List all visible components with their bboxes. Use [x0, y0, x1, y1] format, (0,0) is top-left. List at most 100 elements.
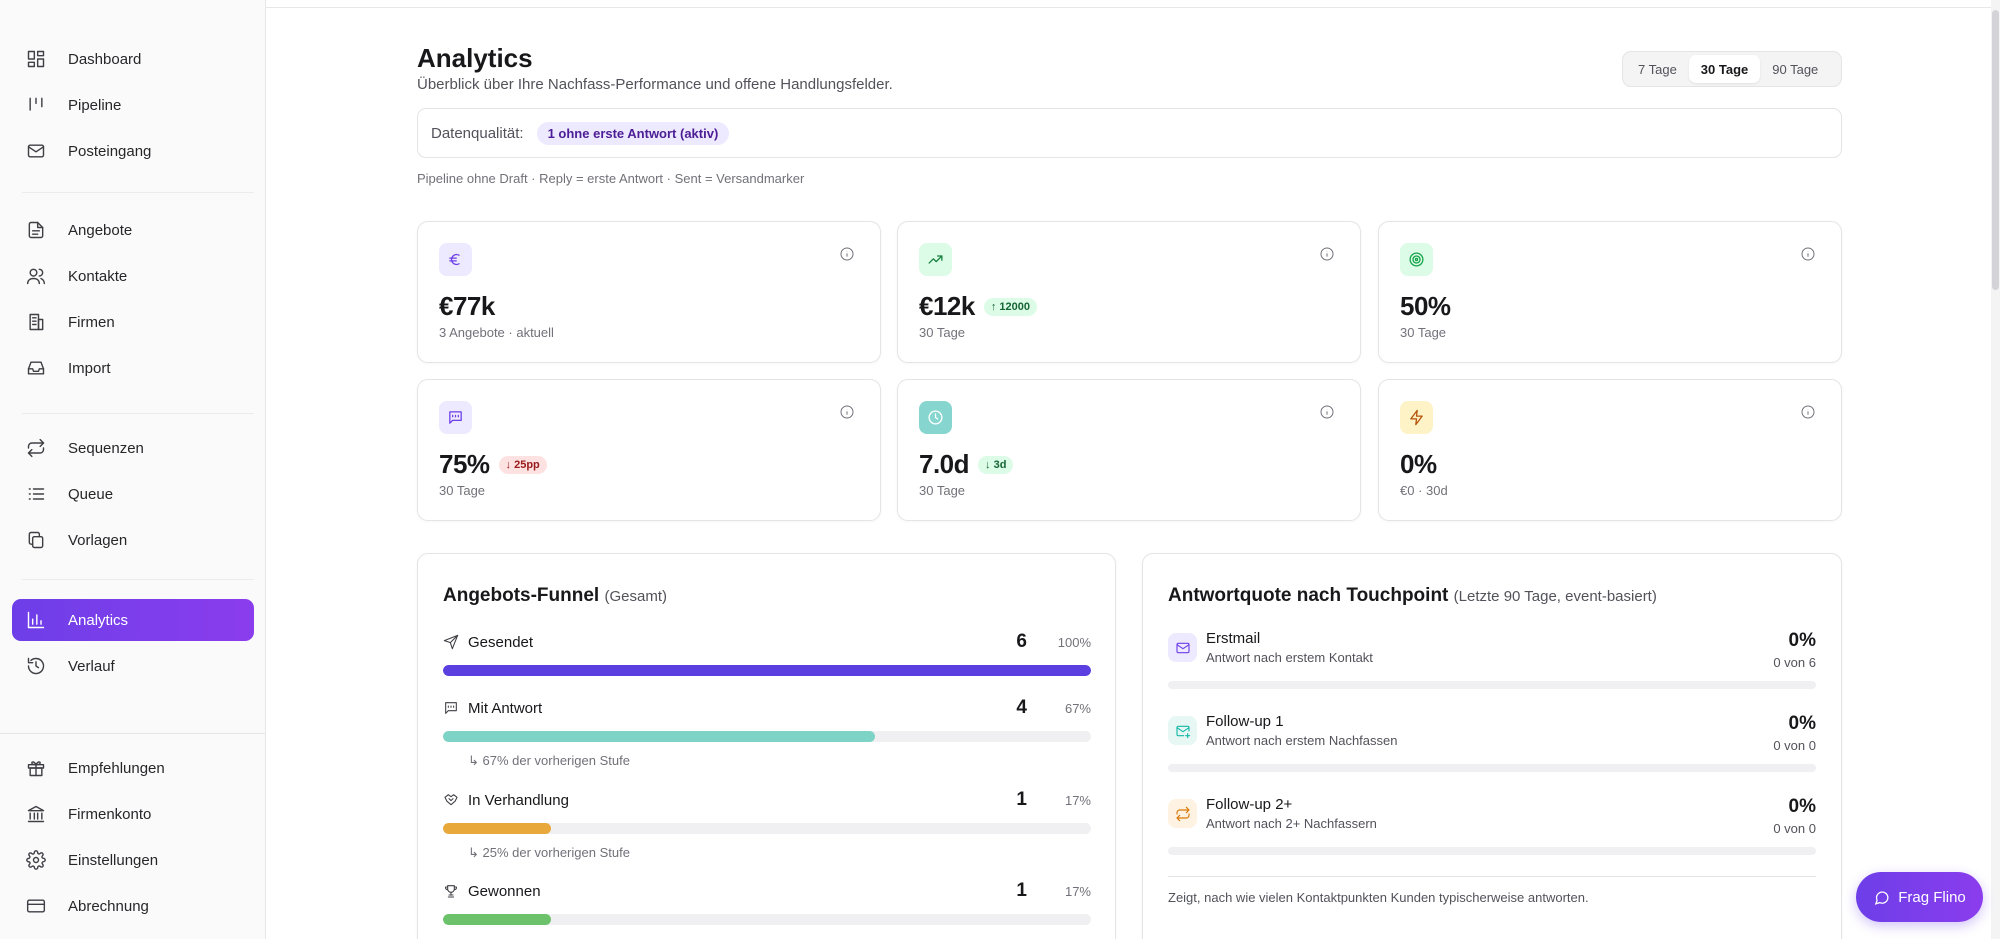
sidebar-item-label: Analytics	[68, 611, 129, 629]
sidebar-item-abrechnung[interactable]: Abrechnung	[12, 885, 254, 927]
sidebar-item-dashboard[interactable]: Dashboard	[12, 38, 254, 80]
stage-bar-fill	[443, 665, 1091, 676]
sidebar-item-import[interactable]: Import	[12, 347, 254, 389]
kpi-caption: 30 Tage	[439, 483, 486, 498]
sidebar-item-label: Queue	[68, 485, 114, 503]
data-quality-bar: Datenqualität: 1 ohne erste Antwort (akt…	[417, 108, 1842, 158]
pipeline-icon	[25, 94, 47, 116]
sidebar-item-label: Posteingang	[68, 142, 152, 160]
kpi-value: €77k	[439, 291, 495, 321]
chat-icon	[1875, 890, 1889, 905]
kpi-card-conversion: 0% €0 · 30d	[1378, 379, 1842, 521]
kpi-value: €12k	[919, 291, 975, 321]
sidebar-item-pipeline[interactable]: Pipeline	[12, 84, 254, 126]
kpi-card-pipeline-value: €77k 3 Angebote · aktuell	[417, 221, 881, 363]
funnel-title: Angebots-Funnel (Gesamt)	[443, 585, 667, 606]
definitions-note: Pipeline ohne Draft · Reply = erste Antw…	[417, 171, 805, 186]
nav-group-account: Empfehlungen Firmenkonto Einstellungen A…	[12, 747, 254, 931]
stage-count: 4	[1016, 697, 1027, 718]
kpi-card-reply-rate: 75% ↓ 25pp 30 Tage	[417, 379, 881, 521]
handshake-icon	[443, 792, 459, 808]
target-icon	[1400, 243, 1433, 276]
sidebar-divider	[22, 192, 254, 193]
stage-count: 6	[1016, 631, 1027, 652]
mail-icon	[1168, 633, 1197, 662]
stage-percent: 17%	[1064, 792, 1091, 808]
sidebar-item-verlauf[interactable]: Verlauf	[12, 645, 254, 687]
touchpoint-divider	[1168, 876, 1816, 877]
info-icon[interactable]	[1800, 404, 1816, 420]
sidebar-item-label: Empfehlungen	[68, 759, 165, 777]
stage-percent: 100%	[1057, 634, 1091, 650]
range-7-days[interactable]: 7 Tage	[1638, 61, 1677, 77]
kpi-value: 7.0d	[919, 449, 970, 479]
info-icon[interactable]	[1319, 246, 1335, 262]
bolt-icon	[1400, 401, 1433, 434]
sidebar-item-label: Abrechnung	[68, 897, 149, 915]
users-icon	[25, 265, 47, 287]
stage-bar-track	[443, 823, 1091, 834]
touchpoint-row-follow-up-1: Follow-up 1 Antwort nach erstem Nachfass…	[1168, 713, 1816, 772]
stage-conversion-note: ↳ 67% der vorherigen Stufe	[468, 753, 630, 768]
sidebar-item-empfehlungen[interactable]: Empfehlungen	[12, 747, 254, 789]
kpi-value: 0%	[1400, 449, 1437, 479]
sidebar-item-queue[interactable]: Queue	[12, 473, 254, 515]
kpi-delta-badge: ↓ 25pp	[498, 455, 547, 474]
touchpoint-title: Antwortquote nach Touchpoint (Letzte 90 …	[1168, 585, 1657, 606]
touchpoint-description: Antwort nach erstem Nachfassen	[1206, 733, 1398, 748]
sidebar-item-label: Firmenkonto	[68, 805, 152, 823]
sidebar-item-angebote[interactable]: Angebote	[12, 209, 254, 251]
sidebar-item-kontakte[interactable]: Kontakte	[12, 255, 254, 297]
sidebar-item-label: Vorlagen	[68, 531, 128, 549]
repeat-icon	[1168, 799, 1197, 828]
history-icon	[25, 655, 47, 677]
data-quality-badge[interactable]: 1 ohne erste Antwort (aktiv)	[536, 121, 730, 145]
sidebar-item-firmen[interactable]: Firmen	[12, 301, 254, 343]
touchpoint-description: Antwort nach 2+ Nachfassern	[1206, 816, 1377, 831]
sidebar-item-posteingang[interactable]: Posteingang	[12, 130, 254, 172]
stage-bar-track	[443, 731, 1091, 742]
funnel-stage-replied: Mit Antwort 4 67% ↳ 67% der vorherigen S…	[443, 696, 1091, 769]
nav-group-records: Angebote Kontakte Firmen Import	[12, 209, 254, 393]
sidebar-item-analytics[interactable]: Analytics	[12, 599, 254, 641]
range-90-days[interactable]: 90 Tage	[1772, 61, 1819, 77]
info-icon[interactable]	[1319, 404, 1335, 420]
touchpoint-bar-track	[1168, 681, 1816, 689]
kpi-caption: €0 · 30d	[1400, 483, 1448, 498]
stage-label: In Verhandlung	[468, 791, 569, 809]
touchpoint-bar-track	[1168, 847, 1816, 855]
date-range-toggle: 7 Tage 30 Tage 90 Tage	[1622, 51, 1842, 87]
sidebar-item-firmenkonto[interactable]: Firmenkonto	[12, 793, 254, 835]
copy-icon	[25, 529, 47, 551]
bar-chart-icon	[25, 609, 47, 631]
kpi-caption: 30 Tage	[919, 483, 966, 498]
range-30-days[interactable]: 30 Tage	[1688, 55, 1761, 83]
trophy-icon	[443, 883, 459, 899]
data-quality-label: Datenqualität:	[431, 124, 524, 142]
sidebar-item-label: Firmen	[68, 313, 115, 331]
info-icon[interactable]	[839, 246, 855, 262]
stage-label: Gesendet	[468, 633, 534, 651]
sidebar-divider	[22, 413, 254, 414]
scrollbar-thumb[interactable]	[1992, 10, 1999, 290]
top-divider	[266, 7, 1991, 8]
kpi-caption: 30 Tage	[919, 325, 966, 340]
touchpoint-rate: 0%	[1788, 630, 1816, 651]
stage-bar-track	[443, 665, 1091, 676]
kpi-caption: 30 Tage	[1400, 325, 1447, 340]
funnel-stage-negotiation: In Verhandlung 1 17% ↳ 25% der vorherige…	[443, 788, 1091, 861]
ask-flino-button[interactable]: Frag Flino	[1856, 872, 1983, 922]
kpi-caption: 3 Angebote · aktuell	[439, 325, 554, 340]
sidebar-item-label: Einstellungen	[68, 851, 159, 869]
page-scrollbar[interactable]	[1991, 0, 2000, 939]
info-icon[interactable]	[839, 404, 855, 420]
dashboard-icon	[25, 48, 47, 70]
sidebar-item-vorlagen[interactable]: Vorlagen	[12, 519, 254, 561]
sidebar-item-einstellungen[interactable]: Einstellungen	[12, 839, 254, 881]
stage-label: Gewonnen	[468, 882, 541, 900]
bank-icon	[25, 803, 47, 825]
stage-conversion-note: ↳ 25% der vorherigen Stufe	[468, 845, 630, 860]
info-icon[interactable]	[1800, 246, 1816, 262]
sidebar-item-sequenzen[interactable]: Sequenzen	[12, 427, 254, 469]
touchpoint-footnote: Zeigt, nach wie vielen Kontaktpunkten Ku…	[1168, 890, 1589, 905]
